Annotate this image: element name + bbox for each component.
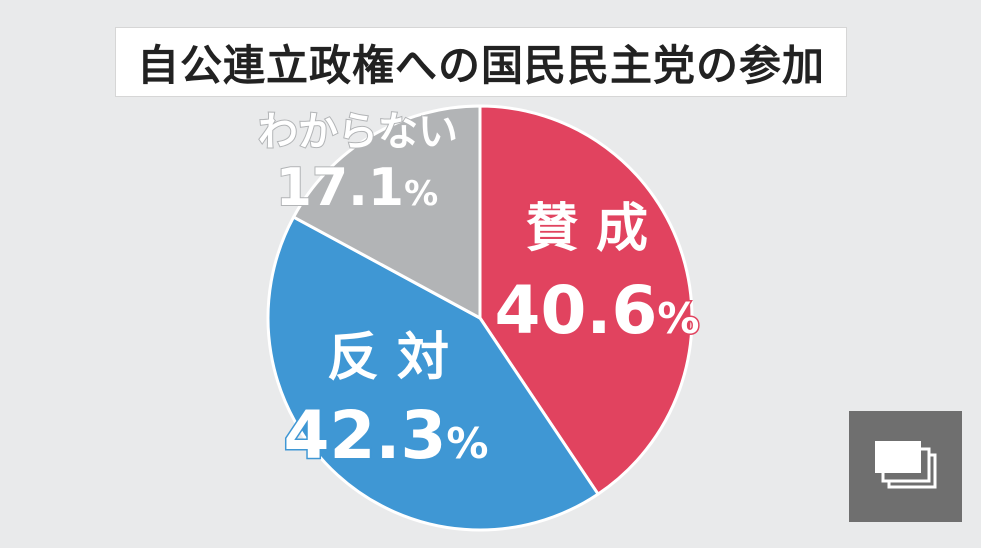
slice-value-unknown-number: 17.1: [276, 158, 404, 218]
slice-value-oppose-unit: %: [446, 419, 488, 468]
slice-value-oppose: 42.3%: [284, 397, 489, 474]
chart-title-text: 自公連立政権への国民民主党の参加: [136, 40, 825, 90]
chart-title: 自公連立政権への国民民主党の参加: [115, 27, 847, 97]
pie-slice-unknown: [292, 104, 482, 320]
slice-value-agree-unit: %: [657, 294, 699, 343]
image-gallery-icon: [874, 440, 936, 488]
slice-value-agree: 40.6%: [495, 272, 700, 349]
slice-label-unknown: わからない: [258, 109, 458, 155]
slice-value-agree-number: 40.6: [495, 272, 658, 349]
slice-value-unknown: 17.1%: [276, 158, 438, 218]
pie-slice-agree: [478, 104, 694, 496]
slice-value-unknown-unit: %: [404, 174, 438, 214]
pie-labels: 賛 成 40.6% 反 対 42.3% わからない 17.1%: [257, 108, 701, 476]
pie-slices: [266, 104, 694, 532]
slice-label-agree: 賛 成: [526, 199, 648, 259]
slice-value-oppose-number: 42.3: [284, 397, 447, 474]
slice-label-oppose: 反 対: [327, 328, 449, 388]
pie-slice-oppose: [266, 215, 600, 532]
image-gallery-button[interactable]: [849, 411, 962, 522]
